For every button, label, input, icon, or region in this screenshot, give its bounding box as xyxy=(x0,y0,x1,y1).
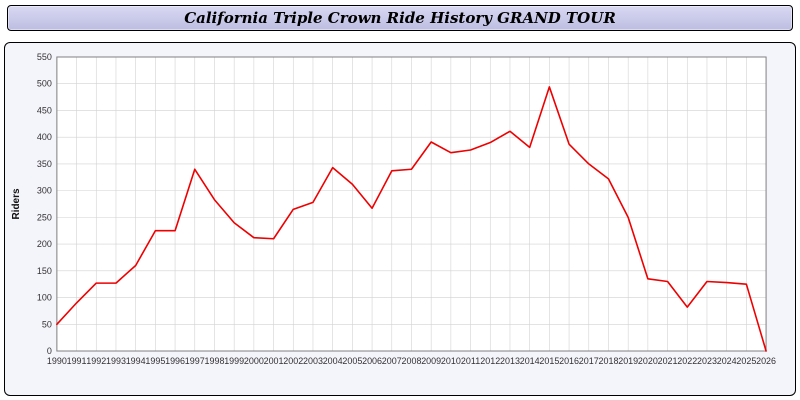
page-title: California Triple Crown Ride History GRA… xyxy=(184,9,616,27)
x-tick-label: 2024 xyxy=(717,356,737,366)
y-tick-label: 50 xyxy=(42,319,52,329)
plot-frame xyxy=(56,56,767,352)
x-tick-label: 2012 xyxy=(480,356,500,366)
x-tick-label: 2020 xyxy=(638,356,658,366)
y-tick-label: 550 xyxy=(37,52,52,62)
y-tick-label: 350 xyxy=(37,159,52,169)
x-tick-label: 2009 xyxy=(421,356,441,366)
x-tick-label: 2011 xyxy=(461,356,480,366)
y-tick-label: 150 xyxy=(37,266,52,276)
y-tick-label: 500 xyxy=(37,79,52,89)
x-tick-label: 2022 xyxy=(677,356,697,366)
x-tick-label: 1998 xyxy=(205,356,225,366)
x-tick-label: 2017 xyxy=(579,356,599,366)
chart-title-bar: California Triple Crown Ride History GRA… xyxy=(7,5,793,31)
x-tick-label: 2025 xyxy=(736,356,756,366)
x-tick-label: 2005 xyxy=(342,356,362,366)
x-tick-label: 1997 xyxy=(185,356,205,366)
x-tick-label: 2002 xyxy=(283,356,303,366)
series-line-riders xyxy=(56,86,767,352)
x-tick-label: 1994 xyxy=(126,356,146,366)
x-tick-label: 2007 xyxy=(382,356,402,366)
x-tick-label: 2018 xyxy=(599,356,619,366)
x-tick-label: 2001 xyxy=(264,356,284,366)
x-tick-label: 2015 xyxy=(539,356,559,366)
x-tick-label: 1995 xyxy=(145,356,165,366)
x-tick-label: 2023 xyxy=(697,356,717,366)
y-tick-label: 450 xyxy=(37,105,52,115)
x-tick-label: 2013 xyxy=(500,356,520,366)
x-tick-label: 2021 xyxy=(658,356,678,366)
x-tick-label: 1991 xyxy=(67,356,87,366)
x-tick-label: 2016 xyxy=(559,356,579,366)
x-tick-label: 1999 xyxy=(224,356,244,366)
x-tick-label: 2010 xyxy=(441,356,461,366)
y-tick-label: 300 xyxy=(37,186,52,196)
x-tick-label: 2026 xyxy=(756,356,776,366)
x-tick-label: 2008 xyxy=(402,356,422,366)
x-tick-label: 1990 xyxy=(47,356,67,366)
x-tick-label: 2014 xyxy=(520,356,540,366)
x-tick-label: 1992 xyxy=(86,356,106,366)
x-tick-label: 2006 xyxy=(362,356,382,366)
x-tick-label: 1996 xyxy=(165,356,185,366)
y-tick-label: 200 xyxy=(37,239,52,249)
y-tick-label: 250 xyxy=(37,212,52,222)
x-tick-label: 2003 xyxy=(303,356,323,366)
x-tick-label: 1993 xyxy=(106,356,126,366)
chart-panel: 0 50 100 150 200 250 300 350 400 450 500 550 1990 199… xyxy=(4,42,796,396)
x-tick-label: 2000 xyxy=(244,356,264,366)
y-tick-label: 400 xyxy=(37,132,52,142)
y-tick-label: 0 xyxy=(47,346,52,356)
x-tick-label: 2019 xyxy=(618,356,638,366)
y-axis-label: Riders xyxy=(11,188,22,220)
y-tick-label: 100 xyxy=(37,293,52,303)
x-tick-label: 2004 xyxy=(323,356,343,366)
